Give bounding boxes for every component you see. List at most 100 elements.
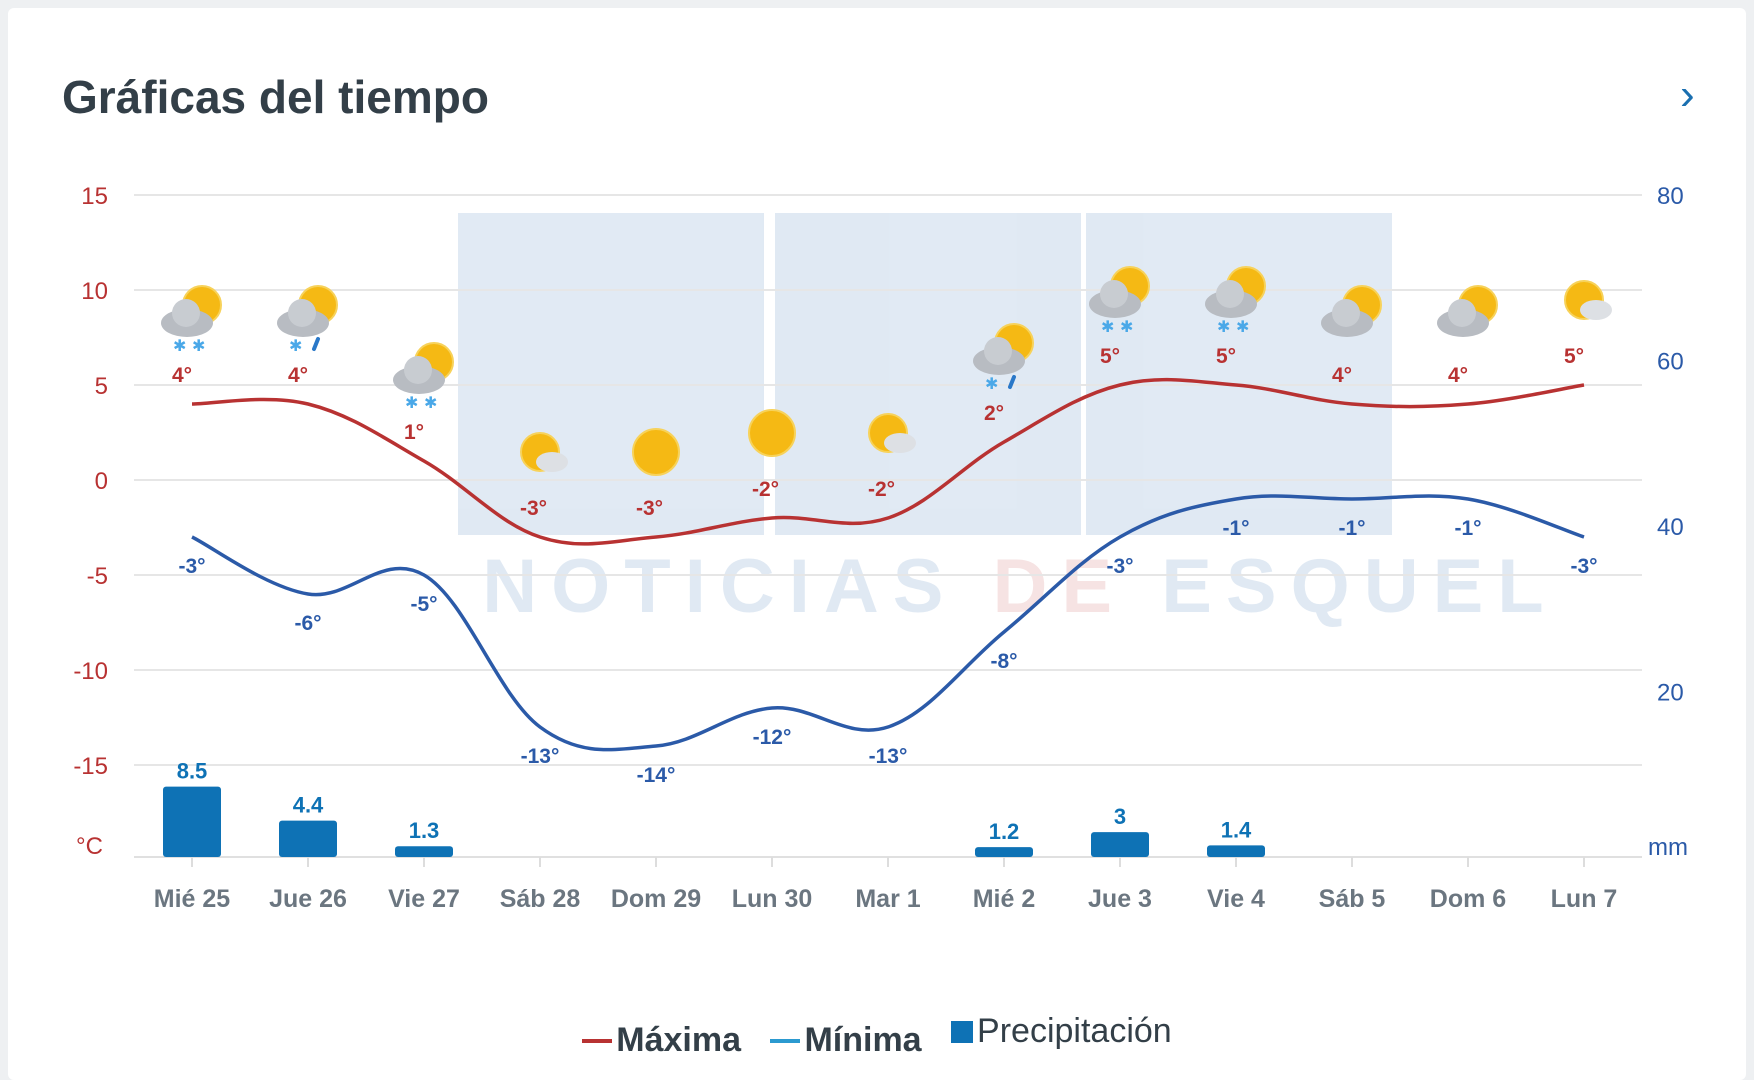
precip-bar [163, 786, 221, 857]
cloud-shape [288, 299, 316, 327]
min-temp-label: -1° [1454, 517, 1481, 540]
min-temp-label: -13° [869, 745, 908, 768]
x-axis-label: Vie 4 [1207, 885, 1265, 913]
max-temp-label: 1° [404, 421, 424, 444]
watermark-d [775, 213, 1081, 535]
sun-cloud-icon [868, 413, 916, 453]
snowflake: ✱ [424, 395, 437, 412]
precip-label: 4.4 [293, 793, 324, 818]
precip-label: 1.3 [409, 818, 440, 843]
min-temp-label: -1° [1338, 517, 1365, 540]
max-temp-label: 5° [1216, 345, 1236, 368]
left-axis-tick: -5 [87, 563, 108, 590]
cloud-shape [884, 433, 916, 453]
left-axis-tick: -10 [73, 658, 108, 685]
max-temp-label: 4° [1448, 364, 1468, 387]
min-temp-label: -3° [1106, 555, 1133, 578]
x-axis-label: Vie 27 [388, 885, 460, 913]
watermark-logo: NOTICIAS DE ESQUEL [458, 213, 1557, 629]
cloud-shape [1332, 299, 1360, 327]
cloud-shape [1448, 299, 1476, 327]
page-title: Gráficas del tiempo [62, 71, 489, 123]
min-temp-label: -8° [990, 650, 1017, 673]
watermark-e [1086, 213, 1392, 535]
min-temp-label: -12° [753, 726, 792, 749]
legend: Máxima Mínima Precipitación [0, 1012, 1754, 1060]
raindrop [312, 337, 320, 351]
x-axis-label: Lun 7 [1551, 885, 1618, 913]
precip-label: 1.2 [989, 819, 1020, 844]
snow-partly-cloudy-icon: ✱ ✱ [393, 342, 454, 412]
snowflake: ✱ [405, 395, 418, 412]
snowflake: ✱ [985, 376, 998, 393]
x-axis-label: Sáb 28 [500, 885, 581, 913]
snow-partly-cloudy-icon: ✱ ✱ [161, 285, 222, 355]
precip-label: 3 [1114, 804, 1126, 829]
cloud-shape [984, 337, 1012, 365]
legend-max-label: Máxima [616, 1021, 742, 1059]
min-temp-label: -5° [410, 593, 437, 616]
precip-bar [279, 820, 337, 857]
left-axis-tick: 10 [81, 278, 108, 305]
right-axis-tick: 20 [1657, 680, 1684, 707]
left-axis-tick: 0 [95, 468, 108, 495]
min-temp-label: -14° [637, 764, 676, 787]
sleet-partly-cloudy-icon: ✱ [277, 285, 338, 355]
legend-precip-label: Precipitación [977, 1012, 1172, 1050]
watermark-text-part: ESQUEL [1126, 544, 1558, 629]
min-temp-line [191, 494, 1585, 752]
min-temp-label: -1° [1222, 517, 1249, 540]
min-temp-label: -6° [294, 612, 321, 635]
min-temp-label: -13° [521, 745, 560, 768]
right-axis-unit: mm [1648, 834, 1688, 861]
cloud-shape [536, 452, 568, 472]
partly-cloudy-icon [1437, 285, 1498, 337]
sun-icon [632, 428, 680, 476]
snow-partly-cloudy-icon: ✱ ✱ [1089, 266, 1150, 336]
rain-partly-cloudy-icon: ✱ [973, 323, 1034, 393]
legend-precip[interactable]: Precipitación [951, 1012, 1172, 1051]
max-temp-label: -2° [868, 478, 895, 501]
legend-min[interactable]: Mínima [770, 1021, 922, 1060]
watermark-n [458, 213, 764, 535]
max-temp-label: -2° [752, 478, 779, 501]
legend-min-swatch [770, 1038, 801, 1043]
watermark-text: NOTICIAS DE ESQUEL [482, 544, 1557, 629]
legend-max[interactable]: Máxima [582, 1021, 741, 1060]
weather-chart-card: Gráficas del tiempo › [8, 8, 1746, 1080]
snowflake: ✱ [192, 338, 205, 355]
cloud-shape [1100, 280, 1128, 308]
x-axis-label: Jue 26 [269, 885, 347, 913]
cloud-shape [172, 299, 200, 327]
x-axis-label: Jue 3 [1088, 885, 1152, 913]
max-temp-label: 2° [984, 402, 1004, 425]
sun-cloud-icon [1564, 280, 1612, 320]
snowflake: ✱ [1101, 319, 1114, 336]
x-axis-label: Mar 1 [855, 885, 920, 913]
partly-cloudy-icon [1321, 285, 1382, 337]
right-axis-tick: 40 [1657, 514, 1684, 541]
precip-label: 8.5 [177, 759, 208, 784]
snow-partly-cloudy-icon: ✱ ✱ [1205, 266, 1266, 336]
cloud-shape [404, 356, 432, 384]
snowflake: ✱ [1217, 319, 1230, 336]
max-temp-line [191, 377, 1585, 546]
precip-bar [1091, 832, 1149, 857]
min-temp-label: -3° [1570, 555, 1597, 578]
left-axis-tick: 5 [95, 373, 108, 400]
precip-bar [1207, 845, 1265, 857]
max-temp-label: 5° [1564, 345, 1584, 368]
sun-icon [748, 409, 796, 457]
sun-shape [748, 409, 796, 457]
min-temp-label: -3° [178, 555, 205, 578]
cloud-shape [1216, 280, 1244, 308]
max-temp-label: -3° [520, 497, 547, 520]
precip-bar [975, 847, 1033, 857]
watermark-text-part: NOTICIAS [482, 544, 992, 629]
right-axis-tick: 60 [1657, 349, 1684, 376]
chevron-right-icon[interactable]: › [1680, 70, 1695, 119]
max-temp-label: 4° [1332, 364, 1352, 387]
snowflake: ✱ [1236, 319, 1249, 336]
x-axis-label: Dom 29 [611, 885, 701, 913]
